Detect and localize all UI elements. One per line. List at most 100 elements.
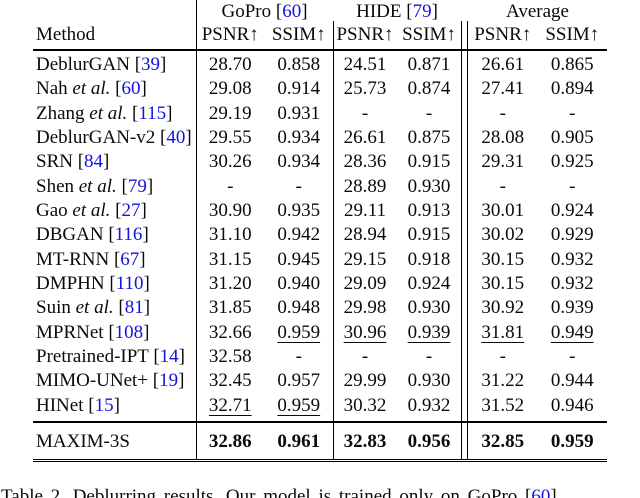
avg-psnr-cell: - — [468, 175, 538, 199]
column-gap — [461, 150, 468, 174]
metric-value: 0.924 — [407, 273, 451, 295]
citation-link[interactable]: 81 — [124, 297, 144, 319]
citation-link[interactable]: 39 — [141, 54, 161, 75]
gopro-ssim-cell: 0.961 — [265, 429, 334, 455]
citation-link[interactable]: 60 — [531, 487, 551, 498]
method-etal: et al. — [74, 175, 117, 197]
metric-value: 0.945 — [277, 248, 321, 270]
gopro-ssim-cell: 0.942 — [265, 223, 334, 247]
cite-open-bracket: [ — [113, 297, 125, 319]
colgroup-label: HIDE — [356, 1, 402, 22]
avg-ssim-cell: 0.905 — [538, 126, 608, 150]
col-header-hide-ssim: SSIM↑ — [402, 24, 456, 45]
citation-link[interactable]: 60 — [282, 1, 302, 22]
metric-value: 0.939 — [550, 297, 594, 319]
hide-psnr-cell: 29.09 — [333, 272, 397, 296]
hide-ssim-cell: - — [397, 102, 461, 126]
column-gap — [461, 272, 468, 296]
metric-value: - — [425, 346, 433, 368]
metric-value: 0.934 — [277, 151, 321, 173]
cite-close-bracket: ] — [142, 224, 149, 246]
citation-link[interactable]: 40 — [166, 127, 186, 149]
method-cell: DeblurGAN-v2 [40] — [33, 126, 196, 150]
avg-psnr-cell: 30.15 — [468, 272, 538, 296]
metric-value: 29.19 — [208, 102, 252, 124]
method-name: DeblurGAN — [36, 54, 130, 75]
gopro-psnr-cell: 29.19 — [196, 102, 265, 126]
metric-value: 0.930 — [407, 370, 451, 392]
midrule — [33, 421, 607, 423]
method-cell: MT-RNN [67] — [33, 248, 196, 272]
avg-ssim-cell: 0.932 — [538, 272, 608, 296]
table-row: Nah et al. [60] 29.08 0.914 25.73 0.874 … — [33, 77, 607, 101]
gopro-psnr-cell: 32.71 — [196, 394, 265, 418]
method-name: MPRNet — [36, 321, 104, 343]
method-cell: Gao et al. [27] — [33, 199, 196, 223]
metric-value: - — [499, 175, 506, 197]
cite-open-bracket: [ — [110, 78, 122, 100]
hide-psnr-cell: - — [333, 102, 397, 126]
citation-link[interactable]: 60 — [121, 78, 141, 100]
metric-value: 29.11 — [343, 200, 387, 222]
hide-ssim-cell: 0.915 — [397, 150, 461, 174]
citation-link[interactable]: 14 — [159, 346, 179, 368]
cite-open-bracket: [ — [104, 273, 116, 295]
cite-open-bracket: [ — [116, 175, 128, 197]
citation-link[interactable]: 84 — [84, 151, 104, 173]
metric-value: 0.961 — [277, 431, 321, 452]
metric-value: - — [569, 175, 576, 197]
method-cell: Suin et al. [81] — [33, 296, 196, 320]
hide-ssim-cell: 0.913 — [397, 199, 461, 223]
citation-link[interactable]: 108 — [114, 321, 144, 343]
avg-psnr-cell: 31.81 — [468, 321, 538, 345]
metric-value: 0.940 — [277, 273, 321, 295]
metric-value: 31.81 — [481, 321, 525, 343]
col-header-hide-psnr: PSNR↑ — [336, 24, 394, 45]
metric-value: 0.930 — [407, 297, 451, 319]
avg-psnr-cell: 30.15 — [468, 248, 538, 272]
citation-link[interactable]: 19 — [159, 370, 179, 392]
citation-link[interactable]: 110 — [115, 273, 144, 295]
metric-value: 0.959 — [550, 431, 594, 452]
cite-close-bracket: ] — [160, 54, 167, 75]
metric-value: 0.932 — [407, 394, 451, 416]
col-header-avg-psnr: PSNR↑ — [474, 24, 532, 45]
hide-ssim-cell: 0.930 — [397, 175, 461, 199]
avg-ssim-cell: 0.925 — [538, 150, 608, 174]
citation-link[interactable]: 15 — [94, 394, 114, 416]
colgroup-average: Average — [468, 0, 607, 22]
metric-value: 0.925 — [550, 151, 594, 173]
hide-ssim-cell: 0.924 — [397, 272, 461, 296]
cite-close-bracket: ] — [301, 1, 308, 22]
metric-value: 0.875 — [407, 127, 451, 149]
method-cell: DeblurGAN [39] — [33, 53, 196, 77]
citation-link[interactable]: 27 — [121, 200, 141, 222]
table-row: Zhang et al. [115] 29.19 0.931 - - - - — [33, 102, 607, 126]
citation-link[interactable]: 67 — [120, 248, 140, 270]
citation-link[interactable]: 116 — [114, 224, 143, 246]
table-body: DeblurGAN [39] 28.70 0.858 24.51 0.871 2… — [33, 53, 607, 418]
method-name: Zhang — [36, 102, 85, 124]
hide-ssim-cell: 0.918 — [397, 248, 461, 272]
method-cell: Nah et al. [60] — [33, 77, 196, 101]
citation-link[interactable]: 115 — [138, 102, 167, 124]
metric-value: 0.957 — [277, 370, 321, 392]
hide-psnr-cell: 29.98 — [333, 296, 397, 320]
column-gap — [461, 77, 468, 101]
citation-link[interactable]: 79 — [412, 1, 432, 22]
column-gap — [461, 369, 468, 393]
metric-value: - — [569, 346, 576, 368]
method-cell: MAXIM-3S — [33, 429, 196, 455]
avg-ssim-cell: 0.946 — [538, 394, 608, 418]
table-row: DBGAN [116] 31.10 0.942 28.94 0.915 30.0… — [33, 223, 607, 247]
citation-link[interactable]: 79 — [127, 175, 147, 197]
caption-label: Table 2. — [1, 487, 65, 498]
method-name: MT-RNN — [36, 248, 110, 270]
method-cell: SRN [84] — [33, 150, 196, 174]
metric-value: 31.20 — [208, 273, 252, 295]
gopro-ssim-cell: 0.959 — [265, 321, 334, 345]
gopro-ssim-cell: - — [265, 345, 334, 369]
metric-value: 0.949 — [550, 321, 594, 343]
method-cell: Shen et al. [79] — [33, 175, 196, 199]
